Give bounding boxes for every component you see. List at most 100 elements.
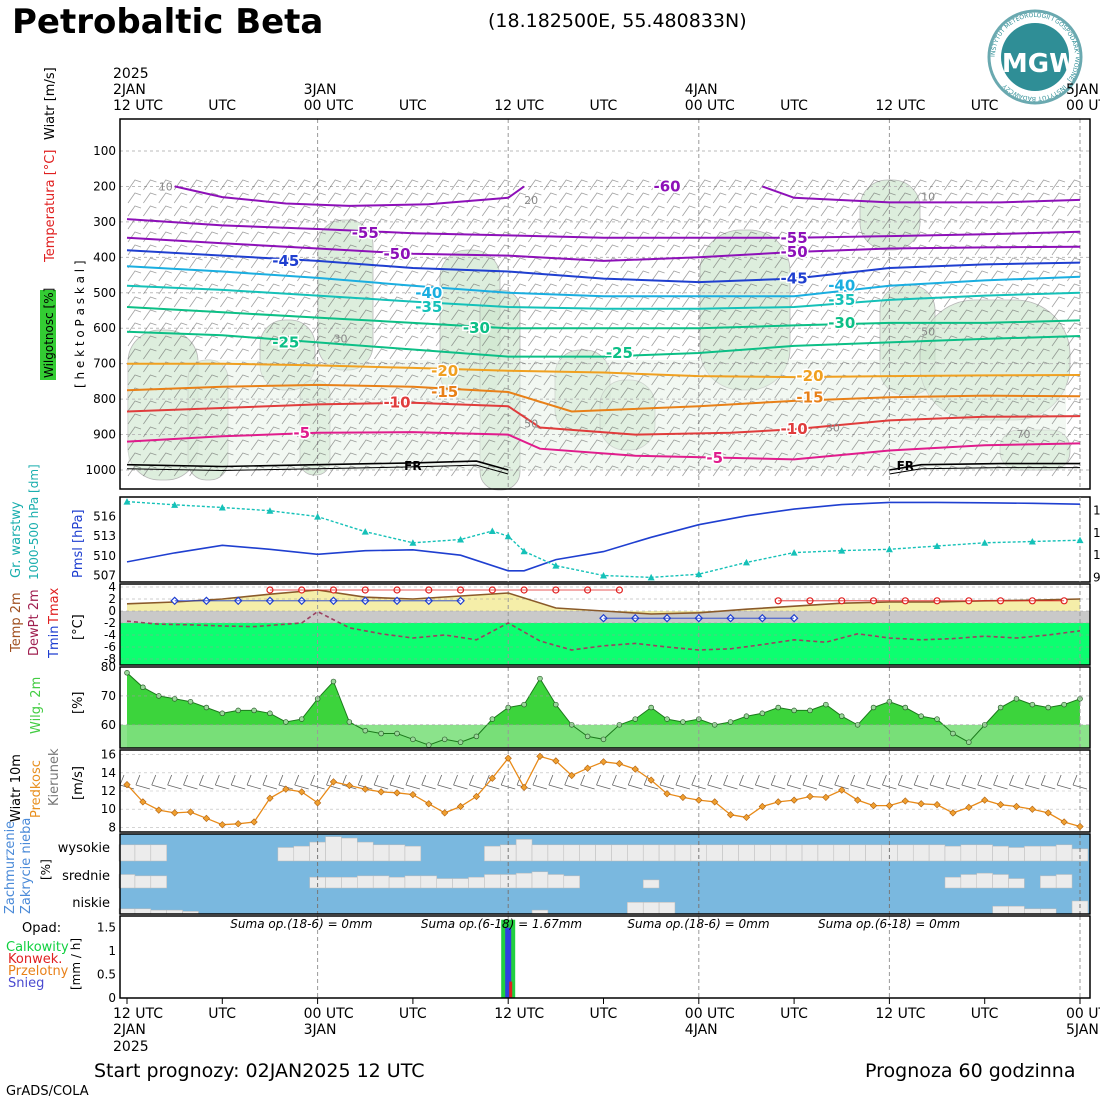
- wind-barb: [697, 452, 711, 464]
- wind-barb: [1051, 361, 1066, 373]
- wind-barb: [851, 283, 865, 295]
- cloud-bar: [1008, 905, 1025, 915]
- wind-barb: [913, 439, 927, 451]
- top-time-label: 12 UTC: [875, 98, 925, 114]
- wind-barb: [759, 413, 773, 425]
- wind-barb: [789, 361, 804, 373]
- wind-direction-barb: [1056, 774, 1072, 790]
- wind-barb: [466, 452, 480, 464]
- wind-barb: [312, 452, 326, 464]
- wind-barb: [943, 387, 958, 399]
- wind-barb: [143, 452, 157, 464]
- wind-barb: [774, 270, 788, 282]
- wind-barb: [759, 335, 773, 347]
- wind-barb: [743, 283, 758, 295]
- wind-speed-marker: [409, 791, 417, 799]
- wind-barb: [1005, 192, 1019, 204]
- credit: GrADS/COLA: [6, 1084, 89, 1099]
- t2m-ytick: 2: [108, 592, 116, 606]
- wind-barb: [220, 244, 234, 256]
- humidity-marker: [1061, 701, 1067, 708]
- cloud-bar: [563, 844, 580, 862]
- wind-barb: [435, 192, 450, 204]
- wind-barb: [882, 387, 896, 399]
- wind-barb: [173, 426, 188, 438]
- wind-barb: [497, 413, 511, 425]
- wind-speed-marker: [647, 776, 655, 784]
- thickness-panel: 995100010051010507510513516: [93, 496, 1100, 585]
- wind-barb: [558, 439, 573, 451]
- wind-barb: [605, 309, 619, 321]
- wind-barb: [666, 465, 681, 477]
- wind-barb: [158, 179, 172, 191]
- wind-barb: [466, 244, 480, 256]
- wind-speed-marker: [472, 792, 481, 801]
- wind-barb: [866, 205, 881, 217]
- cloud-bar: [1055, 844, 1073, 862]
- wind-barb: [266, 179, 280, 191]
- bottom-time-label: 3JAN: [304, 1022, 337, 1038]
- wind-barb: [635, 218, 650, 230]
- cloud-bar: [674, 844, 692, 862]
- upper-ytick: 400: [93, 250, 116, 264]
- cloud-bar: [642, 844, 660, 862]
- wind-direction-barb: [1072, 774, 1088, 790]
- wind-barb: [558, 322, 573, 334]
- wind-barb: [189, 374, 203, 386]
- wind-barb: [266, 439, 280, 451]
- wind-barb: [497, 361, 511, 373]
- freezing-label: FR: [897, 459, 914, 473]
- wind-barb: [543, 205, 557, 217]
- cloud-bar: [118, 844, 136, 862]
- wind-barb: [297, 205, 311, 217]
- wind-barb: [990, 218, 1004, 230]
- precip-ytick: 0.5: [97, 968, 116, 982]
- wind-barb: [913, 465, 927, 477]
- wind-barb: [913, 413, 927, 425]
- wind-barb: [774, 322, 788, 334]
- wind-barb: [158, 348, 172, 360]
- wind-barb: [512, 192, 527, 204]
- wind-barb: [266, 218, 280, 230]
- upper-hum-label: Wilgotnosc [%]: [42, 288, 56, 378]
- thickness-marker: [409, 539, 417, 546]
- wind-barb: [497, 439, 511, 451]
- wind-barb: [605, 244, 619, 256]
- wind-barb: [882, 192, 896, 204]
- cloud-unit: [%]: [39, 859, 53, 880]
- wind-barb: [173, 283, 188, 295]
- cloud-bar: [150, 875, 167, 889]
- wind-barb: [143, 426, 157, 438]
- wind-barb: [481, 387, 496, 399]
- wind-barb: [143, 335, 157, 347]
- wind-barb: [127, 296, 142, 308]
- wind-barb: [897, 192, 912, 204]
- wind-barb: [220, 413, 234, 425]
- wind-barb: [974, 361, 989, 373]
- wind-barb: [759, 361, 773, 373]
- wind-barb: [1020, 348, 1035, 360]
- wind-barb: [682, 179, 696, 191]
- wind-barb: [1036, 283, 1050, 295]
- wind-barb: [327, 270, 342, 282]
- wind-direction-barb: [548, 774, 563, 790]
- wind-barb: [1020, 426, 1035, 438]
- wind-barb: [774, 257, 788, 269]
- wind-barb: [281, 283, 296, 295]
- wind-barb: [974, 192, 989, 204]
- wind-barb: [574, 387, 588, 399]
- humidity-patch: [317, 219, 374, 371]
- wind-barb: [943, 218, 958, 230]
- wind-barb: [574, 361, 588, 373]
- t2m-ytick: 0: [108, 604, 116, 618]
- wind-barb: [805, 413, 819, 425]
- wind-barb: [589, 335, 604, 347]
- wind-barb: [281, 413, 296, 425]
- wind-barb: [943, 400, 958, 412]
- wind-speed-marker: [583, 764, 592, 772]
- wind-direction-barb: [373, 774, 389, 790]
- wind-barb: [1020, 322, 1035, 334]
- wind-barb: [1051, 192, 1066, 204]
- cloud-bar: [865, 844, 882, 862]
